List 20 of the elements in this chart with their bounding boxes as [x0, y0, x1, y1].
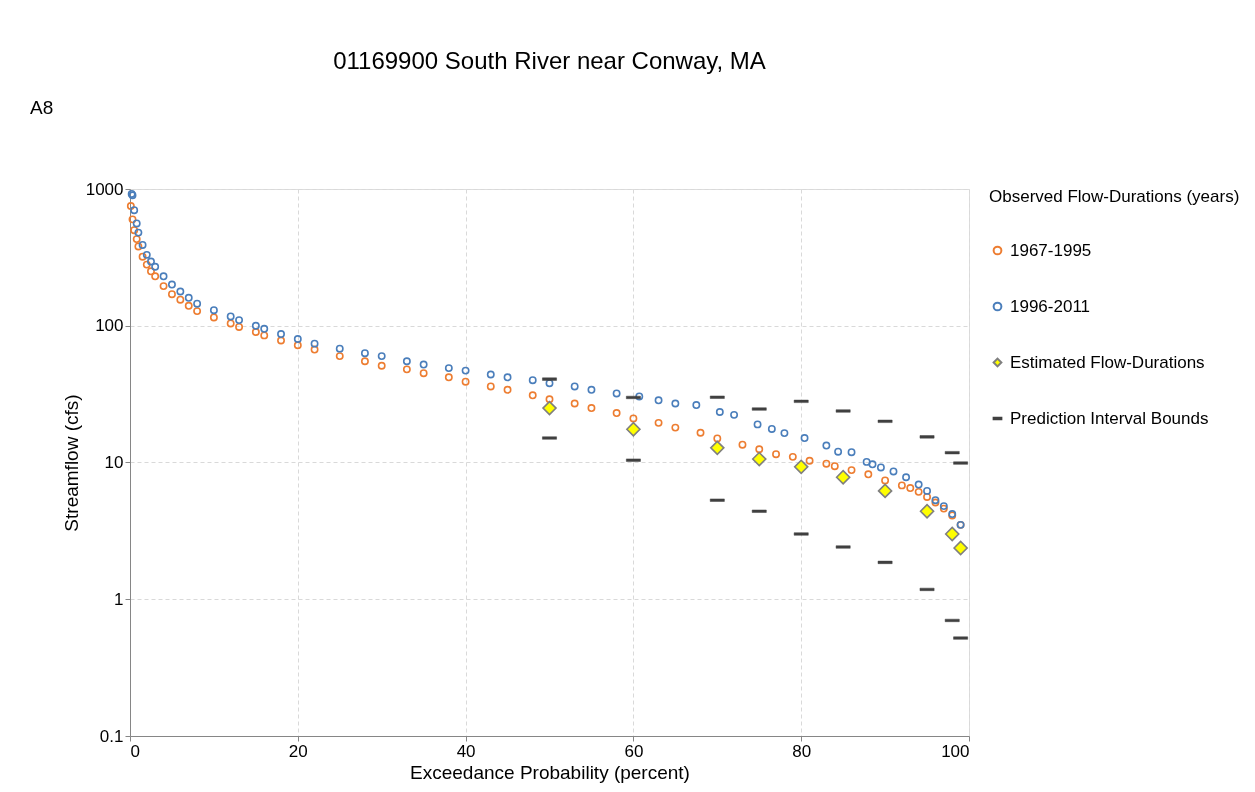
text: A8 [30, 97, 54, 118]
x-tick-label: 20 [288, 741, 308, 761]
x-tick-label: 60 [624, 741, 644, 761]
y-tick-label: 1 [114, 589, 124, 609]
y-axis-title: Streamflow (cfs) [60, 394, 82, 532]
y-tick-label: 0.1 [99, 726, 124, 746]
legend-label: Estimated Flow-Durations [1010, 352, 1205, 372]
x-tick-label: 100 [941, 741, 970, 761]
legend-label: 1967-1995 [1010, 240, 1092, 260]
chart-title: 01169900 South River near Conway, MA [333, 47, 766, 74]
legend-label: 1996-2011 [1010, 296, 1091, 316]
x-axis-title: Exceedance Probability (percent) [410, 761, 690, 783]
legend-title: Observed Flow-Durations (years) [989, 187, 1240, 206]
y-tick-label: 100 [95, 316, 124, 336]
x-tick-label: 40 [456, 741, 476, 761]
legend-label: Prediction Interval Bounds [1010, 408, 1209, 428]
x-tick-label: 80 [792, 741, 812, 761]
y-tick-label: 1000 [85, 179, 124, 199]
x-tick-label: 0 [130, 741, 140, 761]
y-tick-label: 10 [104, 453, 124, 472]
